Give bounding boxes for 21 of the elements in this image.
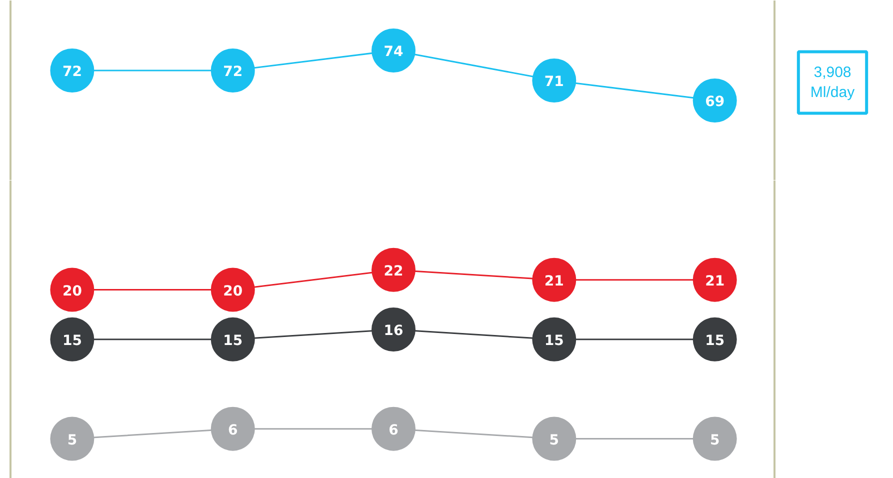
data-label: 5 <box>549 432 560 448</box>
data-label: 6 <box>228 422 238 438</box>
text: 3,908 Ml/day <box>810 64 856 102</box>
data-label: 5 <box>67 432 78 448</box>
data-label: 21 <box>544 273 564 290</box>
data-label: 71 <box>544 74 564 90</box>
data-label: 15 <box>705 332 725 349</box>
data-label: 15 <box>62 332 82 349</box>
data-label: 21 <box>705 273 725 290</box>
data-label: 72 <box>62 64 82 80</box>
data-label: 69 <box>705 94 725 110</box>
data-label: 5 <box>710 432 720 448</box>
data-label: 72 <box>223 64 243 80</box>
data-label: 74 <box>384 44 404 60</box>
data-label: 22 <box>384 263 404 280</box>
data-label: 15 <box>223 332 243 349</box>
data-label: 15 <box>544 332 564 349</box>
data-label: 20 <box>62 283 82 300</box>
data-label: 16 <box>384 323 404 339</box>
data-label: 6 <box>388 422 398 438</box>
data-label: 20 <box>223 283 243 300</box>
